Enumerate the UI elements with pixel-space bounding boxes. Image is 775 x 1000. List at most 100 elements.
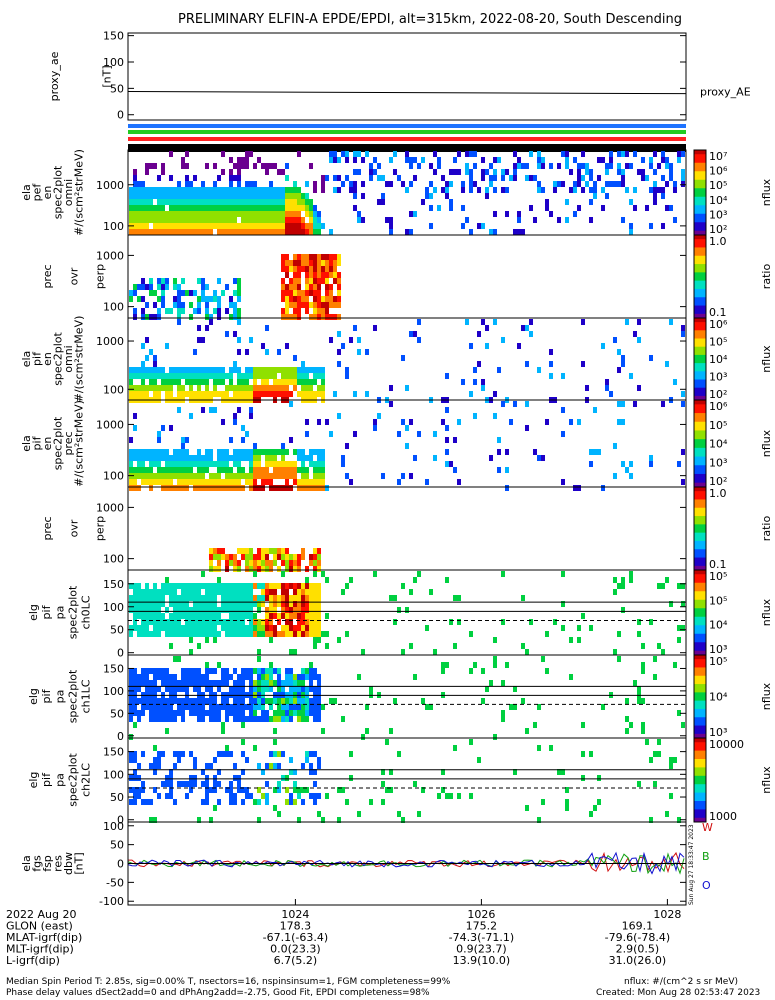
heatmap-cell — [217, 566, 221, 572]
ephemeris-value: -79.6(-78.4) — [605, 931, 671, 944]
heatmap-cell — [233, 619, 237, 625]
heatmap-cell — [133, 757, 137, 763]
heatmap-cell — [293, 284, 297, 290]
heatmap-cell — [173, 674, 177, 680]
heatmap-cell — [477, 223, 481, 229]
heatmap-cell — [653, 751, 657, 757]
heatmap-cell — [537, 745, 541, 751]
heatmap-cell — [321, 367, 325, 373]
heatmap-cell — [225, 607, 229, 613]
heatmap-cell — [285, 449, 289, 455]
heatmap-cell — [185, 485, 189, 491]
heatmap-cell — [189, 649, 193, 655]
heatmap-cell — [249, 485, 253, 491]
heatmap-cell — [153, 473, 157, 479]
colorbar-swatch — [694, 696, 706, 700]
heatmap-cell — [253, 560, 257, 566]
colorbar-swatch — [694, 501, 706, 505]
heatmap-cell — [281, 254, 285, 260]
heatmap-cell — [625, 467, 629, 473]
heatmap-cell — [169, 583, 173, 589]
heatmap-cell — [129, 698, 133, 704]
colorbar-swatch — [694, 404, 706, 408]
y-tick-label: 50 — [110, 624, 124, 637]
heatmap-cell — [273, 710, 277, 716]
heatmap-cell — [617, 583, 621, 589]
ephemeris-value: 0.0(23.3) — [270, 943, 321, 956]
heatmap-cell — [273, 739, 277, 745]
heatmap-cell — [197, 187, 201, 193]
heatmap-cell — [169, 619, 173, 625]
heatmap-cell — [261, 704, 265, 710]
heatmap-cell — [169, 595, 173, 601]
heatmap-cell — [381, 175, 385, 181]
heatmap-cell — [317, 710, 321, 716]
heatmap-cell — [165, 473, 169, 479]
heatmap-cell — [277, 631, 281, 637]
heatmap-cell — [169, 373, 173, 379]
heatmap-cell — [301, 385, 305, 391]
heatmap-cell — [353, 151, 357, 157]
heatmap-cell — [277, 485, 281, 491]
panel-frame — [127, 234, 687, 319]
heatmap-cell — [245, 157, 249, 163]
heatmap-cell — [173, 613, 177, 619]
heatmap-cell — [405, 187, 409, 193]
heatmap-cell — [145, 355, 149, 361]
y-tick-label: 50 — [110, 82, 124, 95]
heatmap-cell — [209, 686, 213, 692]
heatmap-cell — [265, 223, 269, 229]
heatmap-cell — [181, 205, 185, 211]
heatmap-cell — [425, 187, 429, 193]
heatmap-cell — [181, 223, 185, 229]
heatmap-cell — [189, 223, 193, 229]
colorbar-swatch — [694, 255, 706, 259]
heatmap-cell — [309, 698, 313, 704]
heatmap-cell — [129, 625, 133, 631]
heatmap-cell — [293, 367, 297, 373]
heatmap-cell — [301, 379, 305, 385]
heatmap-cell — [337, 787, 341, 793]
heatmap-cell — [273, 805, 277, 811]
heatmap-cell — [269, 461, 273, 467]
heatmap-cell — [153, 367, 157, 373]
heatmap-cell — [649, 817, 653, 823]
heatmap-cell — [313, 308, 317, 314]
heatmap-cell — [225, 229, 229, 235]
heatmap-cell — [293, 554, 297, 560]
heatmap-cell — [297, 479, 301, 485]
heatmap-cell — [269, 205, 273, 211]
heatmap-cell — [353, 205, 357, 211]
heatmap-cell — [205, 229, 209, 235]
heatmap-cell — [305, 686, 309, 692]
heatmap-cell — [245, 479, 249, 485]
heatmap-cell — [177, 290, 181, 296]
heatmap-cell — [153, 385, 157, 391]
heatmap-cell — [605, 193, 609, 199]
colorbar-swatch — [694, 811, 706, 815]
colorbar-swatch — [694, 719, 706, 722]
heatmap-cell — [197, 385, 201, 391]
heatmap-cell — [373, 571, 377, 577]
heatmap-cell — [313, 449, 317, 455]
colorbar-tick-label: 10² — [709, 223, 727, 236]
heatmap-cell — [429, 223, 433, 229]
heatmap-cell — [149, 595, 153, 601]
heatmap-cell — [133, 391, 137, 397]
heatmap-cell — [569, 419, 573, 425]
heatmap-cell — [169, 199, 173, 205]
heatmap-cell — [465, 169, 469, 175]
heatmap-cell — [181, 391, 185, 397]
heatmap-cell — [469, 793, 473, 799]
heatmap-cell — [413, 157, 417, 163]
heatmap-cell — [293, 613, 297, 619]
heatmap-cell — [669, 763, 673, 769]
heatmap-cell — [189, 181, 193, 187]
heatmap-cell — [209, 601, 213, 607]
heatmap-cell — [161, 193, 165, 199]
heatmap-cell — [441, 419, 445, 425]
y-axis-label: spec2plot — [66, 669, 79, 723]
heatmap-cell — [141, 704, 145, 710]
heatmap-cell — [249, 413, 253, 419]
heatmap-cell — [661, 187, 665, 193]
